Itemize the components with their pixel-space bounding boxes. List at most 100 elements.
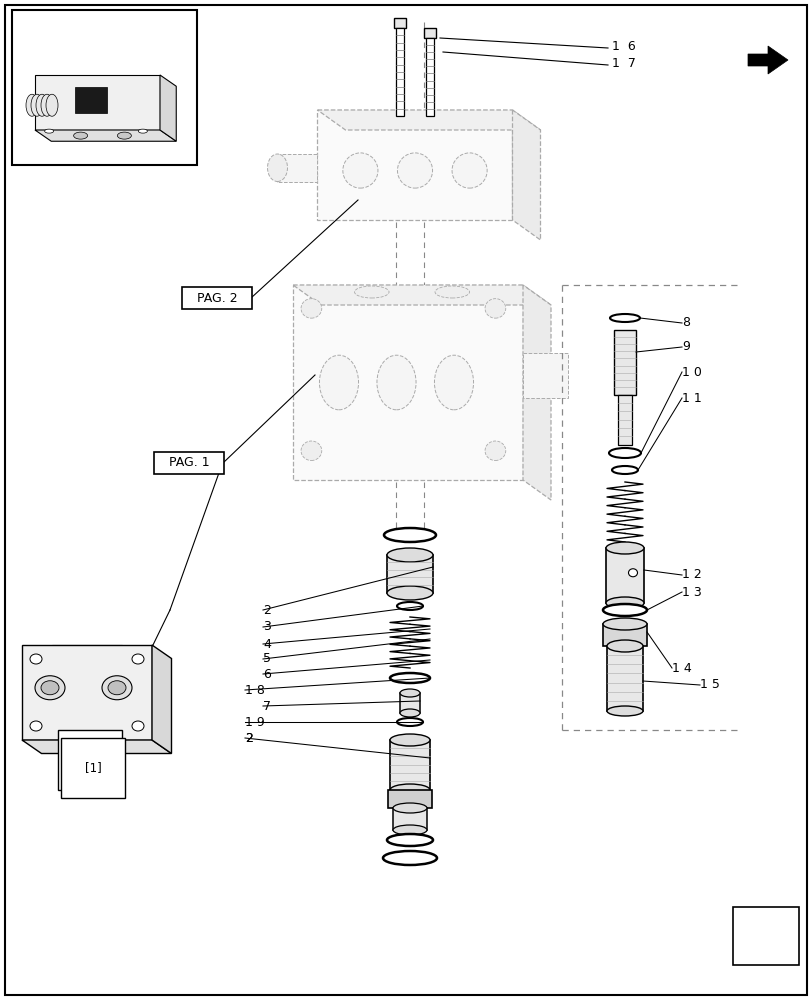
Ellipse shape [608,448,640,458]
Ellipse shape [46,94,58,116]
Polygon shape [522,285,551,500]
Ellipse shape [607,706,642,716]
Bar [423,28,436,38]
FancyBboxPatch shape [154,452,224,474]
Bar [617,395,631,445]
Polygon shape [35,130,176,141]
Ellipse shape [45,129,54,133]
Ellipse shape [389,734,430,746]
Ellipse shape [611,466,637,474]
Ellipse shape [41,94,53,116]
Text: 1 1: 1 1 [681,391,701,404]
Bar [613,330,635,395]
Ellipse shape [319,355,358,410]
Ellipse shape [389,784,430,796]
Bar [603,624,646,646]
Polygon shape [35,75,160,130]
Bar [75,87,107,113]
Bar [52,645,122,675]
Text: 3: 3 [263,620,271,634]
Polygon shape [293,285,522,480]
Ellipse shape [484,441,505,460]
Ellipse shape [397,153,432,188]
Text: [1]: [1] [82,754,98,766]
Ellipse shape [376,355,415,410]
Polygon shape [152,645,171,754]
Ellipse shape [397,718,423,726]
Polygon shape [522,353,568,398]
Text: 1 0: 1 0 [681,365,701,378]
Ellipse shape [400,689,419,697]
Polygon shape [317,110,512,220]
Bar [389,740,430,790]
Bar [605,548,643,603]
Ellipse shape [35,676,65,700]
Polygon shape [22,740,171,754]
Ellipse shape [301,441,321,460]
Ellipse shape [435,286,469,298]
Polygon shape [22,645,152,740]
Text: 9: 9 [681,340,689,354]
Polygon shape [317,110,540,130]
Bar [388,790,431,808]
Ellipse shape [605,542,643,554]
Text: PAG. 1: PAG. 1 [169,456,209,470]
Ellipse shape [484,299,505,318]
Ellipse shape [74,132,88,139]
Ellipse shape [434,355,473,410]
Text: 4: 4 [263,638,271,650]
Ellipse shape [387,548,432,562]
Ellipse shape [400,709,419,717]
Ellipse shape [397,602,423,610]
Bar [732,907,798,965]
Ellipse shape [132,721,144,731]
Ellipse shape [102,676,132,700]
Bar [393,18,406,28]
Polygon shape [512,110,540,240]
Ellipse shape [387,834,432,846]
Text: 1  7: 1 7 [611,57,635,70]
Ellipse shape [603,604,646,616]
Polygon shape [160,75,176,141]
Text: [1]: [1] [84,762,101,774]
Ellipse shape [36,94,48,116]
Ellipse shape [41,681,59,695]
Text: 1 3: 1 3 [681,585,701,598]
Ellipse shape [108,681,126,695]
Ellipse shape [30,654,42,664]
Bar [607,646,642,711]
Text: 2: 2 [245,731,252,744]
Ellipse shape [384,528,436,542]
Text: 5: 5 [263,652,271,666]
Bar [426,38,433,116]
Text: 1  6: 1 6 [611,40,635,53]
Ellipse shape [118,132,131,139]
Text: 1 9: 1 9 [245,715,264,728]
Ellipse shape [387,586,432,600]
Ellipse shape [342,153,377,188]
Ellipse shape [132,654,144,664]
Ellipse shape [393,803,427,813]
Ellipse shape [389,673,430,683]
Polygon shape [293,285,551,305]
Text: PAG. 2: PAG. 2 [196,292,237,304]
Ellipse shape [605,597,643,609]
Ellipse shape [607,640,642,652]
Ellipse shape [383,851,436,865]
Bar [400,693,419,713]
Ellipse shape [301,299,321,318]
Bar [12,10,197,165]
Text: 1 5: 1 5 [699,678,719,692]
Text: 6: 6 [263,668,271,680]
Text: 2: 2 [245,731,252,744]
Ellipse shape [609,314,639,322]
Polygon shape [277,154,317,182]
Bar [393,808,427,830]
Text: 1 8: 1 8 [245,684,264,696]
Bar [396,28,404,116]
Ellipse shape [138,129,147,133]
Ellipse shape [26,94,38,116]
Ellipse shape [628,569,637,577]
Ellipse shape [616,450,633,456]
Ellipse shape [30,721,42,731]
